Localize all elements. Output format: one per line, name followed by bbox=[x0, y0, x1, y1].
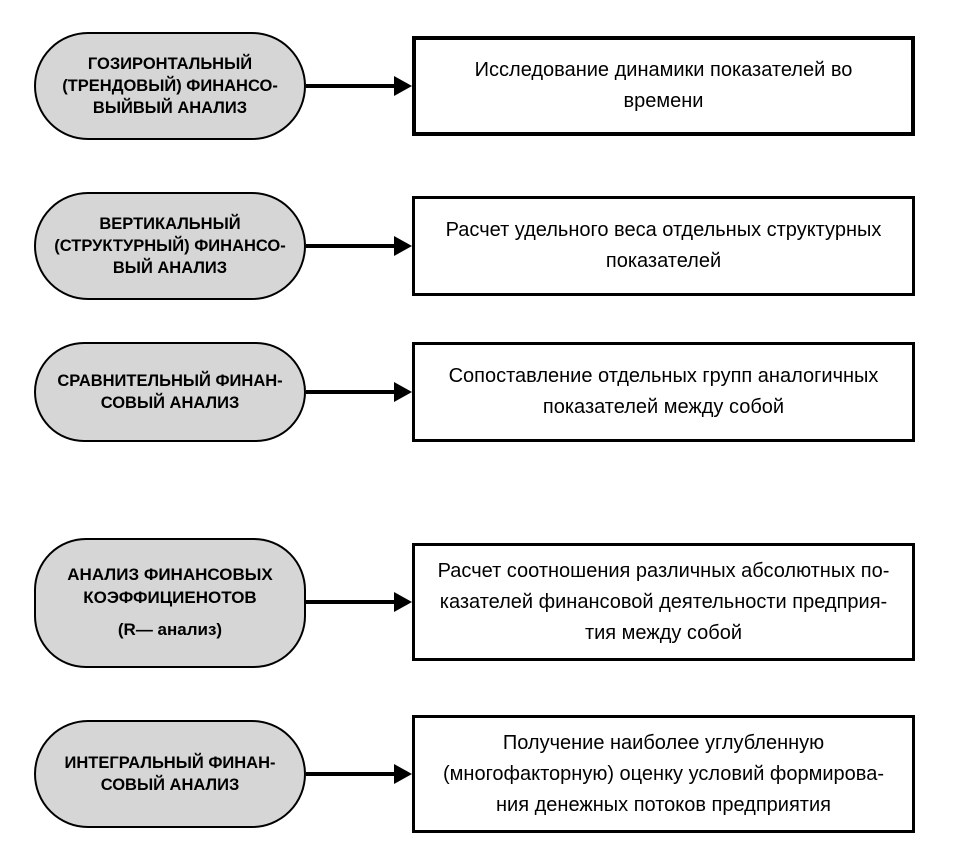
arrow-line bbox=[306, 772, 394, 776]
analysis-description-box: Расчет удельного веса отдельных структур… bbox=[412, 196, 915, 296]
analysis-type-pill: ВЕРТИКАЛЬНЫЙ (СТРУКТУРНЫЙ) ФИНАНСО-ВЫЙ А… bbox=[34, 192, 306, 300]
analysis-description-box: Сопоставление отдельных групп аналогичны… bbox=[412, 342, 915, 442]
analysis-type-pill: АНАЛИЗ ФИНАНСОВЫХ КОЭФФИЦИЕНОТОВ (R— ана… bbox=[34, 538, 306, 668]
arrow-line bbox=[306, 600, 394, 604]
arrow-head-icon bbox=[394, 592, 412, 612]
analysis-type-pill: ИНТЕГРАЛЬНЫЙ ФИНАН-СОВЫЙ АНАЛИЗ bbox=[34, 720, 306, 828]
analysis-type-label: АНАЛИЗ ФИНАНСОВЫХ КОЭФФИЦИЕНОТОВ (R— ана… bbox=[52, 564, 288, 643]
analysis-type-pill: СРАВНИТЕЛЬНЫЙ ФИНАН-СОВЫЙ АНАЛИЗ bbox=[34, 342, 306, 442]
arrow-head-icon bbox=[394, 382, 412, 402]
analysis-type-label: ГОЗИРОНТАЛЬНЫЙ (ТРЕНДОВЫЙ) ФИНАНСО-ВЫЙВЫ… bbox=[52, 53, 288, 120]
analysis-description-text: Получение наиболее углубленную (многофак… bbox=[431, 728, 896, 821]
arrow-head-icon bbox=[394, 764, 412, 784]
analysis-type-pill: ГОЗИРОНТАЛЬНЫЙ (ТРЕНДОВЫЙ) ФИНАНСО-ВЫЙВЫ… bbox=[34, 32, 306, 140]
arrow-head-icon bbox=[394, 236, 412, 256]
analysis-description-text: Исследование динамики показателей во вре… bbox=[432, 55, 895, 117]
analysis-description-box: Получение наиболее углубленную (многофак… bbox=[412, 715, 915, 833]
analysis-type-label: СРАВНИТЕЛЬНЫЙ ФИНАН-СОВЫЙ АНАЛИЗ bbox=[52, 370, 288, 415]
analysis-type-label: ИНТЕГРАЛЬНЫЙ ФИНАН-СОВЫЙ АНАЛИЗ bbox=[52, 752, 288, 797]
arrow-head-icon bbox=[394, 76, 412, 96]
arrow-line bbox=[306, 84, 394, 88]
analysis-description-text: Расчет удельного веса отдельных структур… bbox=[431, 215, 896, 277]
arrow-line bbox=[306, 244, 394, 248]
analysis-type-label: ВЕРТИКАЛЬНЫЙ (СТРУКТУРНЫЙ) ФИНАНСО-ВЫЙ А… bbox=[52, 213, 288, 280]
analysis-description-text: Расчет соотношения различных абсолютных … bbox=[431, 556, 896, 649]
analysis-description-box: Исследование динамики показателей во вре… bbox=[412, 36, 915, 136]
arrow-line bbox=[306, 390, 394, 394]
analysis-description-text: Сопоставление отдельных групп аналогичны… bbox=[431, 361, 896, 423]
analysis-description-box: Расчет соотношения различных абсолютных … bbox=[412, 543, 915, 661]
